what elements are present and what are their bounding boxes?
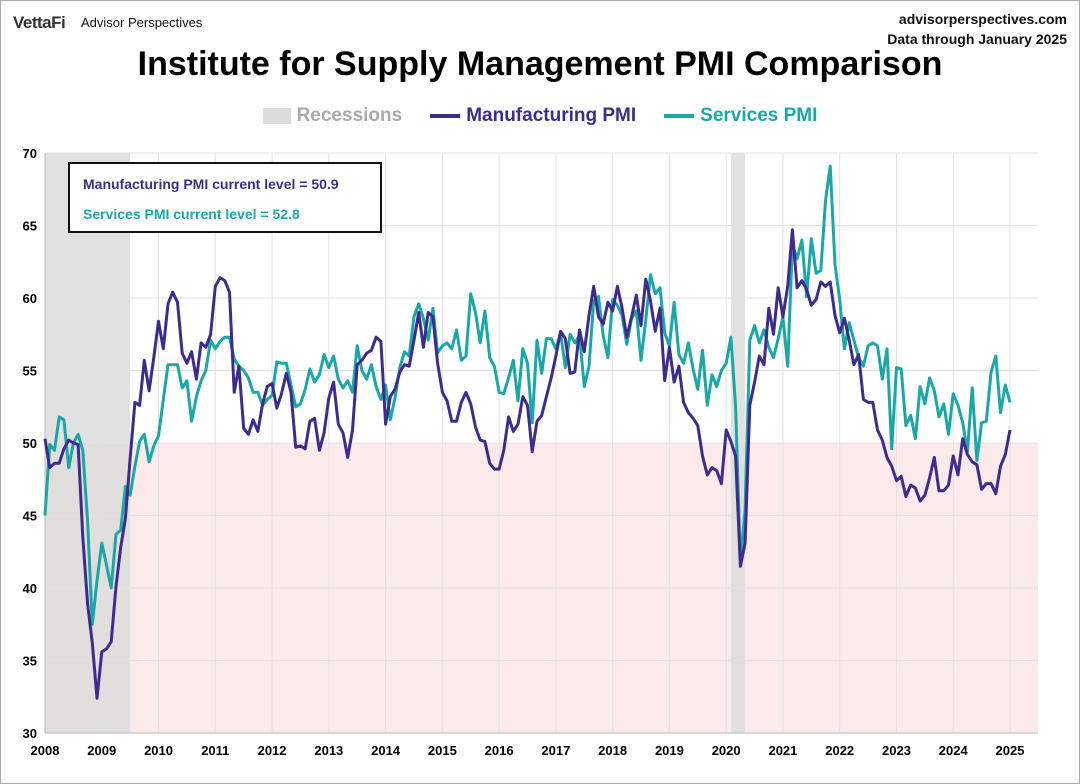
site-url: advisorperspectives.com bbox=[898, 11, 1067, 27]
services-current-level: Services PMI current level = 52.8 bbox=[83, 206, 300, 222]
legend-services: Services PMI bbox=[664, 105, 817, 127]
x-tick-label: 2025 bbox=[996, 743, 1025, 758]
manufacturing-pmi-line bbox=[43, 228, 1012, 700]
x-tick-label: 2008 bbox=[31, 743, 60, 758]
brand-name: Advisor Perspectives bbox=[81, 15, 203, 30]
x-tick-label: 2013 bbox=[314, 743, 343, 758]
legend-recessions: Recessions bbox=[262, 105, 403, 127]
x-tick-label: 2020 bbox=[712, 743, 741, 758]
manufacturing-current-level: Manufacturing PMI current level = 50.9 bbox=[83, 176, 339, 192]
vettafi-logo: VettaFi bbox=[13, 13, 66, 32]
current-level-box: Manufacturing PMI current level = 50.9 S… bbox=[68, 162, 382, 233]
y-tick-label: 70 bbox=[23, 146, 37, 161]
x-tick-label: 2017 bbox=[541, 743, 570, 758]
source-info: advisorperspectives.com Data through Jan… bbox=[887, 9, 1067, 49]
x-tick-label: 2016 bbox=[485, 743, 514, 758]
y-tick-label: 65 bbox=[23, 219, 37, 234]
x-tick-label: 2022 bbox=[825, 743, 854, 758]
legend-label: Recessions bbox=[296, 105, 403, 126]
y-tick-label: 30 bbox=[23, 726, 37, 741]
x-tick-label: 2011 bbox=[201, 743, 229, 758]
x-tick-label: 2023 bbox=[882, 743, 911, 758]
x-tick-label: 2021 bbox=[768, 743, 797, 758]
y-tick-label: 40 bbox=[23, 581, 37, 596]
recession-swatch bbox=[262, 108, 291, 124]
x-tick-label: 2009 bbox=[87, 743, 116, 758]
y-tick-label: 55 bbox=[23, 364, 37, 379]
y-tick-label: 60 bbox=[23, 291, 37, 306]
y-tick-label: 50 bbox=[23, 436, 37, 451]
x-tick-label: 2024 bbox=[939, 743, 969, 758]
legend-label: Services PMI bbox=[700, 105, 818, 126]
legend: Recessions Manufacturing PMI Services PM… bbox=[1, 105, 1079, 127]
y-tick-label: 35 bbox=[23, 654, 37, 669]
services-pmi-line bbox=[43, 164, 1012, 626]
x-tick-label: 2014 bbox=[371, 743, 401, 758]
x-tick-label: 2015 bbox=[428, 743, 457, 758]
legend-manufacturing: Manufacturing PMI bbox=[430, 105, 636, 127]
x-tick-label: 2012 bbox=[258, 743, 287, 758]
chart-title: Institute for Supply Management PMI Comp… bbox=[137, 45, 943, 83]
data-through: Data through January 2025 bbox=[887, 31, 1067, 47]
manufacturing-swatch bbox=[430, 114, 461, 118]
y-tick-label: 45 bbox=[23, 509, 37, 524]
legend-label: Manufacturing PMI bbox=[466, 105, 637, 126]
x-tick-label: 2019 bbox=[655, 743, 684, 758]
services-swatch bbox=[664, 114, 695, 118]
x-tick-label: 2018 bbox=[598, 743, 627, 758]
x-tick-label: 2010 bbox=[144, 743, 173, 758]
